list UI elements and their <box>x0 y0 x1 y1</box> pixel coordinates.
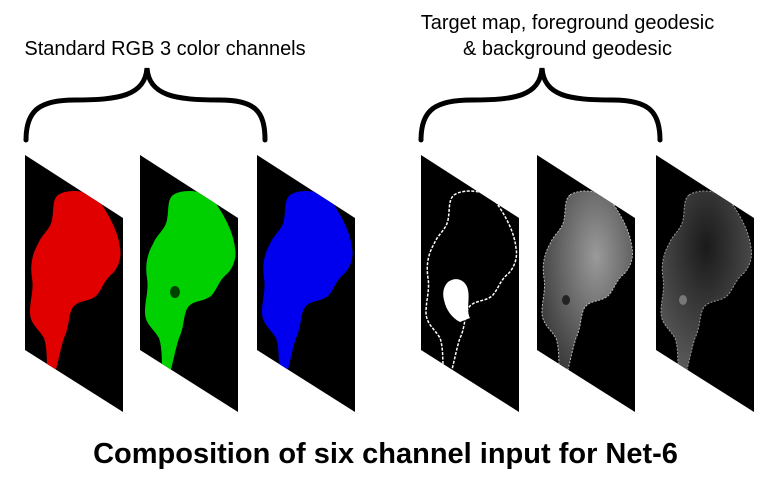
panel-red-channel <box>25 155 123 412</box>
geodesic-label-line2: & background geodesic <box>462 38 673 60</box>
geodesic-group-label: Target map, foreground geodesic & backgr… <box>390 10 745 62</box>
panel-foreground-geodesic <box>537 155 635 412</box>
panel-background-geodesic <box>656 155 754 412</box>
rgb-group-label: Standard RGB 3 color channels <box>24 38 306 60</box>
panel-target-map <box>421 155 519 412</box>
geodesic-label-line1: Target map, foreground geodesic <box>420 12 715 34</box>
panel-blue-channel <box>257 155 355 412</box>
brace-geodesic <box>418 67 663 143</box>
brace-rgb <box>23 67 268 143</box>
panel-green-channel <box>140 155 238 412</box>
diagram-title: Composition of six channel input for Net… <box>93 438 678 470</box>
